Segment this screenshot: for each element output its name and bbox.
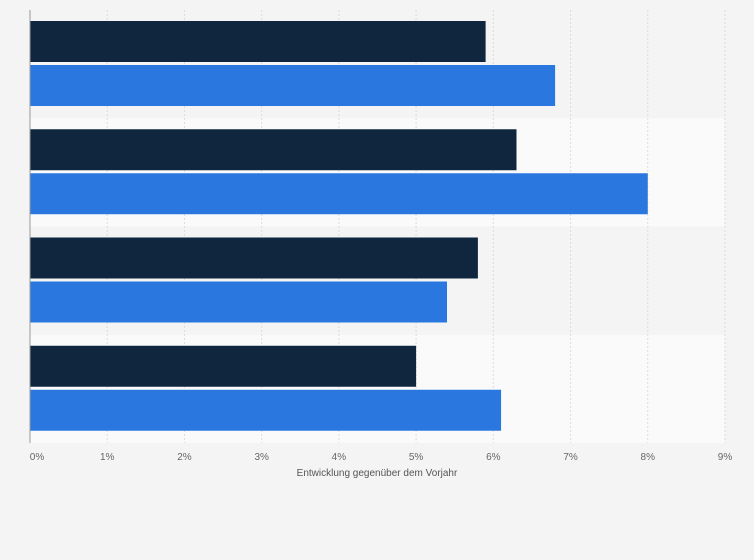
x-tick-labels: 0% 1% 2% 3% 4% 5% 6% 7% 8% 9%: [30, 452, 733, 463]
bar[interactable]: [30, 237, 478, 279]
bar[interactable]: [30, 65, 556, 106]
bar[interactable]: [30, 345, 417, 387]
bar[interactable]: [30, 21, 486, 62]
bar[interactable]: [30, 129, 517, 171]
x-tick-label: 8%: [641, 452, 656, 463]
x-tick-label: 5%: [409, 452, 424, 463]
x-tick-label: 1%: [100, 452, 115, 463]
x-tick-label: 0%: [30, 452, 45, 463]
bar[interactable]: [30, 173, 648, 215]
x-tick-label: 6%: [486, 452, 501, 463]
x-tick-label: 2%: [177, 452, 192, 463]
bar[interactable]: [30, 281, 447, 323]
x-axis-title: Entwicklung gegenüber dem Vorjahr: [297, 468, 458, 479]
x-tick-label: 3%: [254, 452, 269, 463]
x-tick-label: 9%: [718, 452, 733, 463]
x-tick-label: 7%: [563, 452, 578, 463]
x-tick-label: 4%: [332, 452, 347, 463]
bar[interactable]: [30, 389, 502, 431]
bars-group: [30, 21, 648, 431]
